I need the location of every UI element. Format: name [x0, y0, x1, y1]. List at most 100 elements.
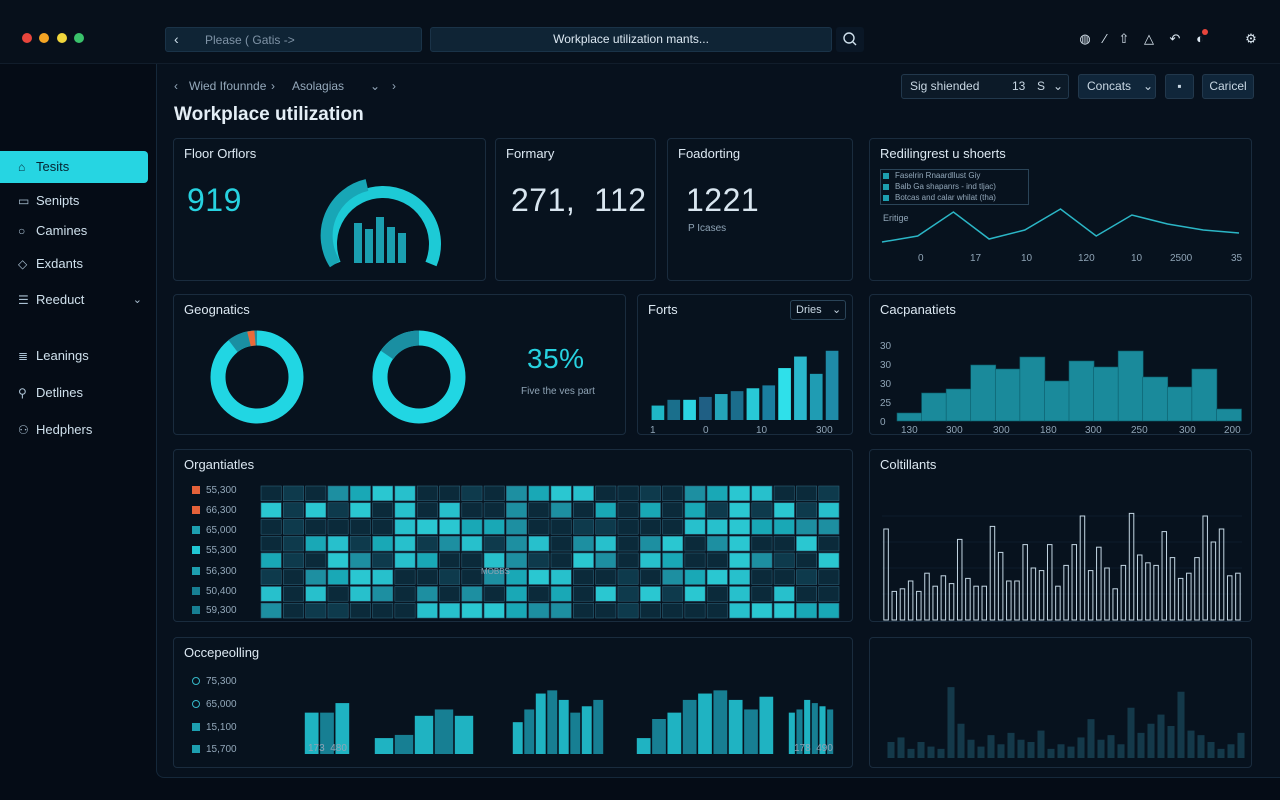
sidebar-item-exdants[interactable]: ◇ Exdants — [18, 253, 83, 275]
map-room — [260, 502, 282, 518]
help-icon[interactable]: ◍ — [1079, 31, 1091, 46]
chevron-down-icon: ⌄ — [1143, 79, 1154, 93]
search-input[interactable]: Workplace utilization mants... — [430, 27, 832, 52]
chart-bar — [940, 575, 947, 621]
chart-bar — [937, 748, 945, 758]
map-room — [729, 552, 751, 569]
x-tick: 17 — [970, 253, 982, 264]
sidebar-item-label: Exdants — [36, 256, 83, 271]
map-room — [662, 502, 684, 518]
sidebar-item-reeduct[interactable]: ☰ Reeduct ⌄ — [18, 289, 142, 311]
map-room — [639, 502, 661, 518]
chart-bar — [667, 712, 682, 754]
chevron-down-icon[interactable]: ⌄ — [370, 79, 381, 93]
map-room — [349, 586, 371, 602]
map-room — [506, 569, 527, 585]
map-room — [617, 485, 639, 502]
map-room — [260, 602, 282, 619]
window-zoom-dot[interactable] — [57, 33, 67, 43]
sidebar-item-detlines[interactable]: ⚲ Detlines — [18, 382, 83, 404]
geognatics-caption: Five the ves part — [521, 386, 595, 397]
settings-icon[interactable]: ⚙ — [1245, 31, 1257, 46]
bell-icon[interactable]: ⇧ — [1118, 31, 1130, 46]
map-room — [818, 602, 840, 619]
cancel-button[interactable]: Caricel — [1202, 74, 1254, 99]
map-room — [439, 569, 461, 585]
chart-bar — [535, 693, 546, 754]
map-room — [506, 586, 527, 602]
donut-chart-right — [372, 330, 466, 424]
share-button[interactable]: ▪ — [1165, 74, 1194, 99]
chart-bar — [1157, 714, 1165, 758]
breadcrumb-back-icon[interactable]: ‹ — [174, 79, 178, 93]
map-room — [305, 602, 327, 619]
foadorting-card: Foadorting 1221 P Icases — [667, 138, 853, 281]
map-room — [639, 602, 661, 619]
chevron-right-icon: › — [271, 79, 275, 93]
gauge-bar — [387, 227, 395, 263]
contacts-button[interactable]: Concats ⌄ — [1078, 74, 1156, 99]
breadcrumb-item[interactable]: Asolagias — [292, 79, 345, 93]
chart-bar — [570, 712, 581, 754]
chart-bar — [948, 583, 955, 621]
forts-select[interactable]: Dries ⌄ — [790, 300, 846, 320]
area-segment — [896, 412, 923, 422]
search-button[interactable] — [836, 27, 864, 52]
chevron-down-icon[interactable]: ⌄ — [132, 294, 142, 306]
reports-icon: ▭ — [18, 194, 30, 208]
card-title: Cacpanatiets — [880, 302, 956, 317]
stack-icon: ☰ — [18, 293, 29, 307]
window-minimize-dot[interactable] — [39, 33, 49, 43]
alert-icon[interactable]: ◐ — [1192, 29, 1208, 47]
chevron-left-icon[interactable]: ‹ — [174, 31, 179, 47]
sidebar-item-senipts[interactable]: ▭ Senipts — [18, 190, 79, 212]
chart-bar — [819, 706, 826, 754]
sidebar-item-tesits[interactable]: ⌂ Tesits — [0, 151, 148, 183]
map-room — [283, 519, 304, 535]
area-segment — [921, 392, 947, 422]
sidebar-item-leanings[interactable]: ≣ Leanings — [18, 345, 89, 367]
map-room — [751, 502, 773, 518]
map-room — [639, 519, 661, 535]
map-room — [595, 586, 617, 602]
map-room — [439, 586, 461, 602]
chart-bar — [997, 551, 1004, 621]
map-room — [327, 535, 349, 552]
map-room — [483, 569, 505, 585]
x-tick: 300 — [946, 425, 963, 436]
chart-bar — [907, 748, 915, 758]
chart-bar — [1177, 577, 1184, 621]
area-segment — [945, 388, 972, 422]
x-tick: 0 — [703, 425, 709, 436]
map-room — [349, 519, 371, 535]
refresh-icon[interactable]: ↶ — [1169, 31, 1181, 46]
map-room — [483, 602, 505, 619]
map-room — [461, 502, 483, 518]
coltilants-card: Coltillants — [869, 449, 1252, 622]
card-title: Geognatics — [184, 302, 250, 317]
filter-select[interactable]: Sig shiended 13 S ⌄ — [901, 74, 1069, 99]
y-tick: 25 — [880, 398, 892, 409]
map-room — [528, 485, 550, 502]
map-room — [550, 535, 572, 552]
map-room — [416, 519, 438, 535]
map-room — [706, 602, 728, 619]
warning-icon[interactable]: △ — [1144, 31, 1154, 46]
pen-icon[interactable]: ⁄ — [1103, 31, 1107, 46]
window-status-dot[interactable] — [74, 33, 84, 43]
chart-bar — [796, 709, 803, 754]
map-room — [283, 485, 304, 502]
legend-item: 66,300 — [192, 505, 237, 516]
gauge-bar — [365, 229, 373, 263]
chart-bar — [981, 585, 988, 621]
map-room — [260, 519, 282, 535]
map-room — [461, 602, 483, 619]
map-room — [573, 502, 594, 518]
navigation-input[interactable]: ‹ Please ( Gatis -> — [165, 27, 422, 52]
chart-bar — [1153, 564, 1159, 621]
breadcrumb-item[interactable]: Wied Ifounnde — [189, 79, 267, 93]
sidebar-item-hedphers[interactable]: ⚇ Hedphers — [18, 419, 92, 441]
map-room — [796, 586, 817, 602]
window-close-dot[interactable] — [22, 33, 32, 43]
sidebar-item-camines[interactable]: ○ Camines — [18, 220, 87, 242]
